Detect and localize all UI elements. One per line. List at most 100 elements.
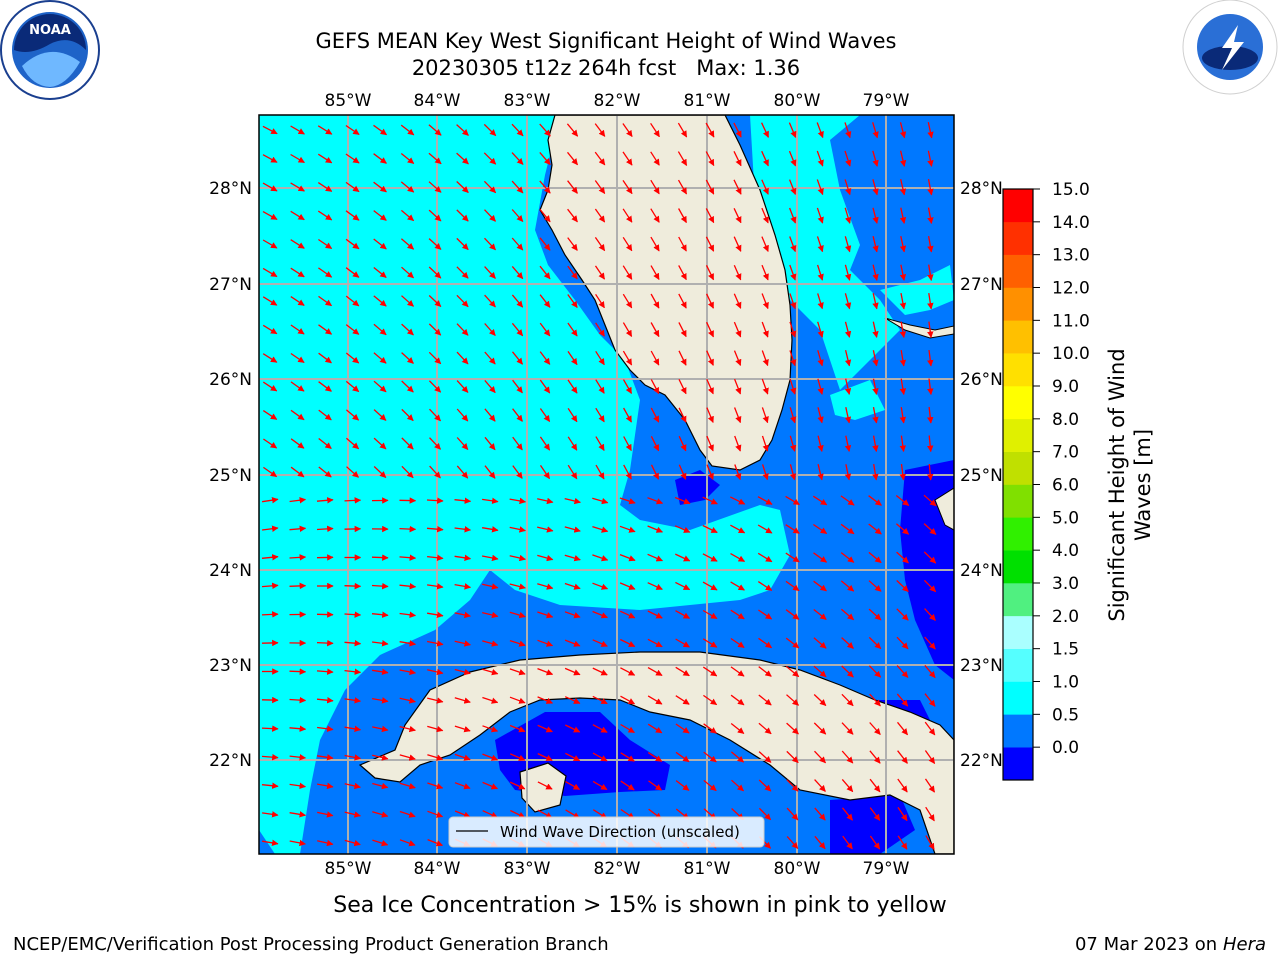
wave-direction-arrow — [788, 179, 797, 196]
wave-direction-arrow — [647, 497, 664, 505]
wave-direction-arrow — [620, 780, 635, 791]
wave-direction-arrow — [290, 153, 305, 164]
wave-direction-arrow — [454, 583, 472, 590]
wave-direction-arrow — [841, 807, 854, 821]
colorbar-segment — [1003, 254, 1033, 288]
wave-direction-arrow — [896, 721, 909, 736]
wave-direction-arrow — [399, 668, 417, 676]
wave-direction-arrow — [373, 238, 387, 250]
wave-direction-arrow — [316, 639, 334, 647]
wave-direction-arrow — [316, 668, 334, 675]
wave-direction-arrow — [456, 124, 469, 136]
wave-direction-arrow — [647, 695, 663, 705]
wave-direction-arrow — [816, 179, 824, 196]
wave-direction-arrow — [619, 582, 636, 590]
lat-label-right: 25°N — [960, 466, 1003, 486]
wave-direction-arrow — [761, 264, 769, 281]
wave-direction-arrow — [539, 379, 551, 394]
wave-direction-arrow — [567, 237, 578, 251]
wave-direction-arrow — [290, 409, 305, 421]
wave-direction-arrow — [454, 725, 471, 733]
wave-direction-arrow — [512, 436, 523, 451]
wave-direction-arrow — [650, 407, 660, 423]
wave-direction-arrow — [675, 780, 690, 791]
wave-direction-arrow — [509, 696, 526, 704]
wave-direction-arrow — [923, 494, 937, 507]
wave-direction-arrow — [318, 267, 333, 278]
wave-direction-arrow — [678, 350, 687, 366]
colorbar-label-line-2: Waves [m] — [1131, 429, 1155, 541]
wave-direction-arrow — [675, 723, 690, 734]
wave-direction-arrow — [592, 554, 609, 562]
wave-direction-arrow — [539, 265, 551, 280]
wave-direction-arrow — [482, 668, 499, 676]
wave-direction-arrow — [427, 697, 444, 704]
wave-direction-arrow — [761, 179, 769, 195]
footer-left: NCEP/EMC/Verification Post Processing Pr… — [13, 934, 609, 955]
wave-direction-arrow — [261, 839, 279, 847]
wave-direction-arrow — [896, 551, 909, 564]
wave-direction-arrow — [509, 554, 526, 562]
wave-direction-arrow — [678, 435, 687, 452]
wave-direction-arrow — [872, 321, 879, 338]
wave-direction-arrow — [730, 553, 746, 562]
wave-direction-arrow — [594, 123, 606, 137]
wave-direction-arrow — [318, 324, 333, 335]
wave-direction-arrow — [371, 554, 389, 561]
legend-label: Wind Wave Direction (unscaled) — [500, 823, 740, 841]
wave-direction-arrow — [564, 639, 581, 647]
wave-direction-arrow — [789, 407, 797, 424]
colorbar-tick-label: 1.5 — [1052, 640, 1079, 660]
wave-direction-arrow — [619, 525, 636, 533]
wave-direction-arrow — [757, 524, 773, 534]
wave-direction-arrow — [289, 725, 307, 732]
wave-direction-arrow — [539, 151, 551, 166]
wave-direction-arrow — [261, 611, 279, 618]
wave-direction-arrow — [428, 124, 442, 136]
lon-label-top: 80°W — [774, 91, 821, 111]
wave-direction-arrow — [344, 725, 362, 733]
wave-direction-arrow — [289, 582, 307, 590]
wave-direction-arrow — [399, 554, 417, 561]
colorbar-tick-label: 0.5 — [1052, 705, 1079, 725]
wave-direction-arrow — [401, 266, 414, 279]
wave-direction-arrow — [263, 438, 278, 449]
wave-direction-arrow — [344, 754, 362, 761]
wave-direction-arrow — [537, 667, 554, 676]
wave-direction-arrow — [401, 295, 414, 307]
wave-direction-arrow — [786, 750, 799, 764]
colorbar-tick-label: 1.0 — [1052, 673, 1079, 693]
wave-direction-arrow — [484, 465, 496, 479]
wave-direction-arrow — [372, 640, 389, 647]
wave-direction-arrow — [785, 495, 800, 506]
wave-direction-arrow — [564, 526, 581, 533]
wave-direction-arrow — [509, 781, 526, 790]
wave-direction-arrow — [758, 722, 772, 735]
wave-direction-arrow — [706, 407, 714, 423]
wave-direction-arrow — [539, 237, 551, 251]
wave-direction-arrow — [482, 611, 499, 619]
wave-direction-arrow — [564, 582, 581, 590]
wave-direction-arrow — [261, 753, 279, 761]
wave-direction-arrow — [509, 526, 526, 533]
wave-direction-arrow — [733, 179, 742, 195]
wave-direction-arrow — [317, 182, 333, 192]
wave-direction-arrow — [262, 296, 278, 306]
wave-direction-arrow — [317, 125, 333, 135]
colorbar-segment — [1003, 189, 1033, 223]
wave-direction-arrow — [316, 696, 334, 704]
wave-direction-arrow — [595, 293, 605, 309]
wave-direction-arrow — [509, 639, 526, 647]
wave-direction-arrow — [817, 464, 824, 481]
wave-direction-arrow — [702, 666, 718, 677]
wave-direction-arrow — [317, 210, 333, 221]
wave-direction-arrow — [705, 179, 715, 195]
wave-direction-arrow — [564, 667, 581, 676]
lon-label-top: 83°W — [504, 91, 551, 111]
wave-direction-arrow — [427, 554, 444, 561]
wave-direction-arrow — [261, 582, 279, 590]
wave-direction-arrow — [648, 780, 663, 791]
colorbar-tick-label: 8.0 — [1052, 410, 1079, 430]
noaa-logo-text: NOAA — [29, 23, 71, 38]
wave-direction-arrow — [840, 608, 855, 621]
